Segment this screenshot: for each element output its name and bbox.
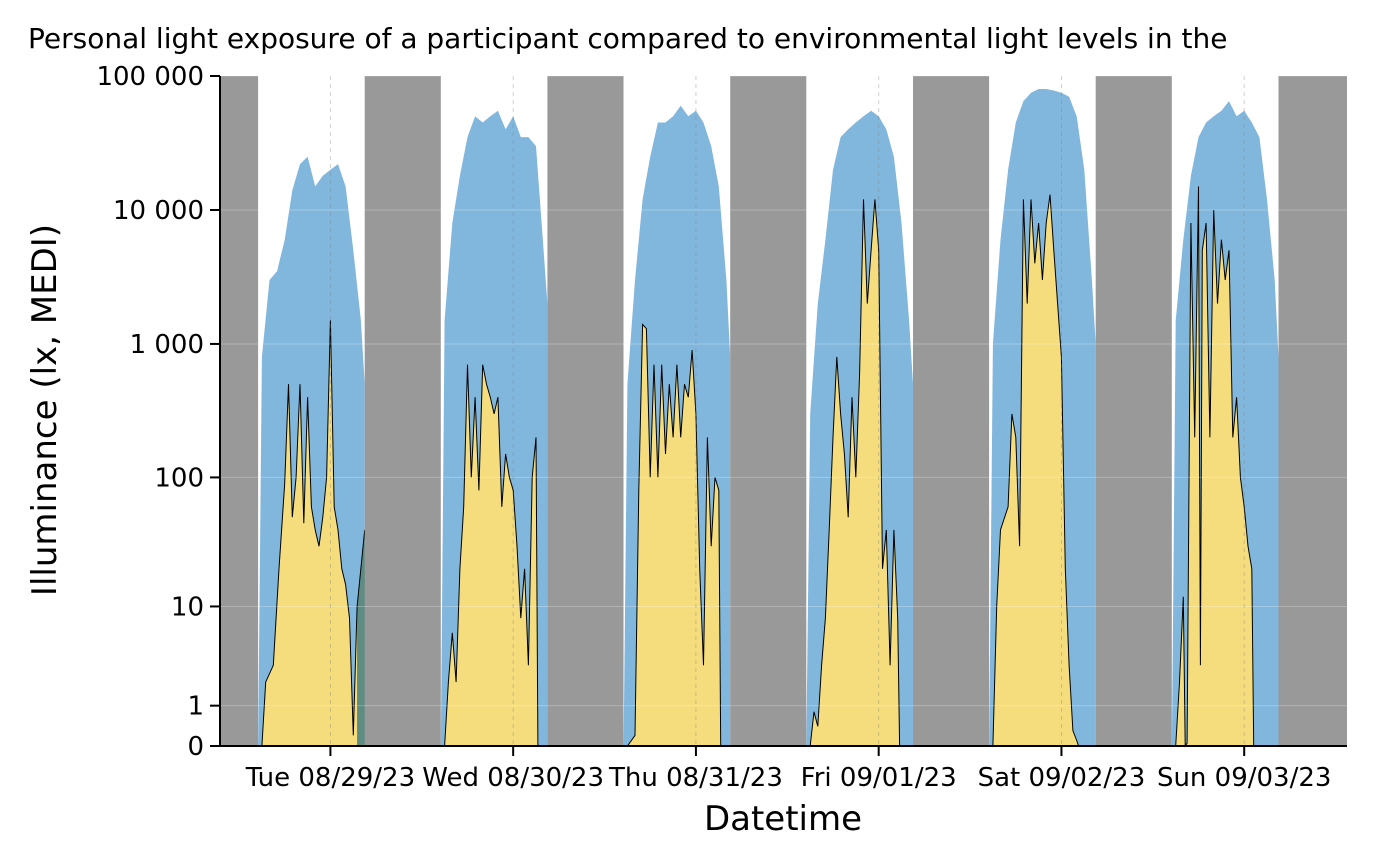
personal-outline-2 <box>444 364 539 747</box>
axes-layer: 0 1 10 100 1 000 10 000 100 000 Tue 08/29/23 Wed… <box>96 62 1347 793</box>
night-band-6 <box>1095 76 1172 746</box>
chart-title: Personal light exposure of a participant… <box>28 22 1228 55</box>
personal-area-day-3 <box>627 324 721 746</box>
y-tick-label-5: 1 000 <box>130 330 204 360</box>
y-tick-label-7: 100 000 <box>96 62 204 92</box>
x-axis-label: Datetime <box>704 799 862 839</box>
x-tick-label-2: Wed 08/30/23 <box>422 763 604 793</box>
y-tick-label-2: 1 <box>187 692 204 722</box>
personal-area-day-5 <box>992 194 1079 746</box>
personal-area-day-1 <box>261 320 358 746</box>
personal-outline-6 <box>1175 186 1255 748</box>
night-band-4 <box>730 76 807 746</box>
personal-area-day-2 <box>444 364 538 746</box>
personal-series-layer <box>261 186 1255 748</box>
personal-area-day-6 <box>1175 186 1254 746</box>
night-band-5 <box>913 76 990 746</box>
x-tick-label-6: Sun 09/03/23 <box>1157 763 1332 793</box>
personal-area-day-4 <box>810 199 900 746</box>
y-tick-label-4: 100 <box>154 463 204 493</box>
night-band-3 <box>547 76 624 746</box>
night-band-2 <box>364 76 441 746</box>
personal-outline-5 <box>992 194 1080 747</box>
x-tick-label-1: Tue 08/29/23 <box>245 763 415 793</box>
night-shading-layer <box>220 76 1347 746</box>
y-axis-label: Illuminance (lx, MEDI) <box>25 224 65 596</box>
y-tick-label-1: 0 <box>187 732 204 762</box>
x-tick-label-3: Thu 08/31/23 <box>608 763 783 793</box>
night-band-7 <box>1278 76 1347 746</box>
x-tick-label-5: Sat 09/02/23 <box>978 763 1146 793</box>
x-tick-label-4: Fri 09/01/23 <box>801 763 957 793</box>
grid-layer <box>220 75 1347 746</box>
personal-outline-4 <box>809 199 901 747</box>
personal-outline-1 <box>261 320 379 747</box>
night-band-1 <box>220 76 259 746</box>
y-tick-label-6: 10 000 <box>113 196 204 226</box>
personal-outline-3 <box>626 323 722 747</box>
y-tick-label-3: 10 <box>171 592 204 622</box>
